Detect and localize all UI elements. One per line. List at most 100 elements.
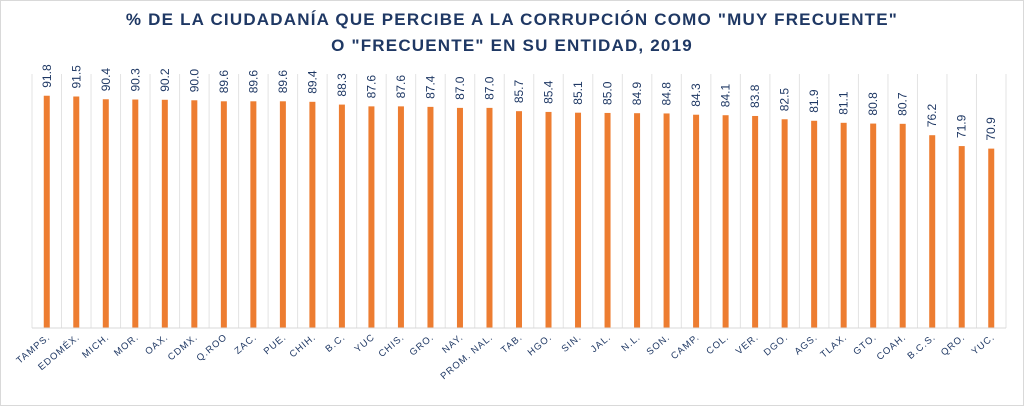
category-label: DGO. xyxy=(762,332,791,359)
bar xyxy=(693,114,700,328)
value-label: 76.2 xyxy=(925,104,939,128)
bar xyxy=(575,112,582,329)
value-label: 71.9 xyxy=(955,114,969,138)
bar xyxy=(929,135,936,328)
category-label: TAB. xyxy=(499,332,525,356)
category-label: MOR. xyxy=(112,332,141,359)
category-label: NAY. xyxy=(440,332,466,356)
bar xyxy=(899,123,906,328)
bar xyxy=(486,107,493,328)
value-label: 84.8 xyxy=(660,82,674,106)
value-label: 80.8 xyxy=(866,92,880,116)
bar xyxy=(191,100,198,329)
value-label: 85.4 xyxy=(542,80,556,104)
value-label: 87.0 xyxy=(453,76,467,100)
bar xyxy=(870,123,877,328)
category-label: GRO. xyxy=(408,332,437,359)
bar xyxy=(958,146,965,328)
value-label: 70.9 xyxy=(984,117,998,141)
bar xyxy=(516,111,522,328)
category-label: Q.ROO xyxy=(195,332,230,364)
value-label: 84.1 xyxy=(719,84,733,108)
bar xyxy=(456,107,463,328)
bar xyxy=(250,101,257,328)
value-label: 91.5 xyxy=(69,65,83,89)
value-label: 90.0 xyxy=(187,69,201,93)
category-label: CHIS. xyxy=(377,332,407,360)
value-label: 81.9 xyxy=(807,89,821,113)
value-labels: 91.8 91.5 90.4 90.3 90.2 90.0 89.6 89.6 89.6 89.4… xyxy=(40,64,998,141)
value-label: 85.7 xyxy=(512,79,526,103)
bar xyxy=(220,101,227,328)
bar xyxy=(102,99,109,328)
bar xyxy=(988,148,995,328)
category-label: TLAX. xyxy=(818,332,849,361)
bar xyxy=(722,115,729,329)
bar xyxy=(811,120,818,328)
bar xyxy=(279,101,286,328)
category-label: CAMP. xyxy=(669,332,702,362)
category-label: AGS. xyxy=(793,332,821,358)
category-label: VER. xyxy=(734,332,761,357)
gridlines xyxy=(31,74,1007,328)
bar xyxy=(604,112,611,328)
value-label: 89.4 xyxy=(305,70,319,94)
category-label: ZAC. xyxy=(233,332,260,357)
category-label: HGO. xyxy=(526,332,555,359)
value-label: 85.1 xyxy=(571,81,585,105)
value-label: 84.3 xyxy=(689,83,703,107)
bar xyxy=(752,115,759,329)
bar xyxy=(427,106,434,328)
value-label: 91.8 xyxy=(40,64,54,88)
bar xyxy=(781,119,788,328)
chart-title-line2: O "FRECUENTE" EN SU ENTIDAD, 2019 xyxy=(331,36,693,55)
category-label: COAH. xyxy=(875,332,909,363)
category-label: JAL. xyxy=(589,332,614,355)
bar xyxy=(309,101,316,328)
category-label: CDMX. xyxy=(166,332,200,363)
value-label: 90.2 xyxy=(158,68,172,92)
value-label: 88.3 xyxy=(335,73,349,97)
category-label: YUC. xyxy=(970,332,998,358)
category-label: COL. xyxy=(704,332,731,357)
bar xyxy=(663,113,670,328)
bar xyxy=(840,122,847,328)
value-label: 81.1 xyxy=(837,91,851,115)
bar xyxy=(634,113,641,328)
category-label: CHIH. xyxy=(288,332,319,360)
bar xyxy=(368,106,375,328)
category-label: QRO. xyxy=(939,332,968,359)
category-label: B.C. xyxy=(324,332,348,355)
value-label: 89.6 xyxy=(246,70,260,94)
value-label: 85.0 xyxy=(601,81,615,105)
bar xyxy=(43,95,50,329)
category-label: SIN. xyxy=(560,332,584,355)
bar xyxy=(397,106,404,328)
value-label: 89.6 xyxy=(217,70,231,94)
category-labels: TAMPS.EDOMÉX.MICH. MOR. OAX.CDMX.Q.ROO ZAC.… xyxy=(14,332,997,382)
value-label: 87.6 xyxy=(364,75,378,99)
category-label: PUE. xyxy=(262,332,289,357)
bars xyxy=(43,95,995,329)
bar xyxy=(73,96,80,328)
category-label: MICH. xyxy=(80,332,112,361)
value-label: 90.4 xyxy=(99,68,113,92)
value-label: 84.9 xyxy=(630,82,644,106)
value-label: 87.0 xyxy=(482,76,496,100)
value-label: 82.5 xyxy=(778,88,792,112)
value-label: 87.6 xyxy=(394,75,408,99)
chart-title-line1: % DE LA CIUDADANÍA QUE PERCIBE A LA CORR… xyxy=(125,10,899,29)
value-label: 90.3 xyxy=(128,68,142,92)
category-label: B.C.S. xyxy=(905,332,938,362)
bar xyxy=(545,111,552,329)
value-label: 89.6 xyxy=(276,70,290,94)
category-label: YUC xyxy=(353,332,378,355)
category-label: N.L. xyxy=(619,332,642,354)
bar xyxy=(161,99,168,328)
value-label: 87.4 xyxy=(423,75,437,99)
value-label: 83.8 xyxy=(748,84,762,108)
bar xyxy=(132,99,139,329)
bar xyxy=(338,104,345,328)
